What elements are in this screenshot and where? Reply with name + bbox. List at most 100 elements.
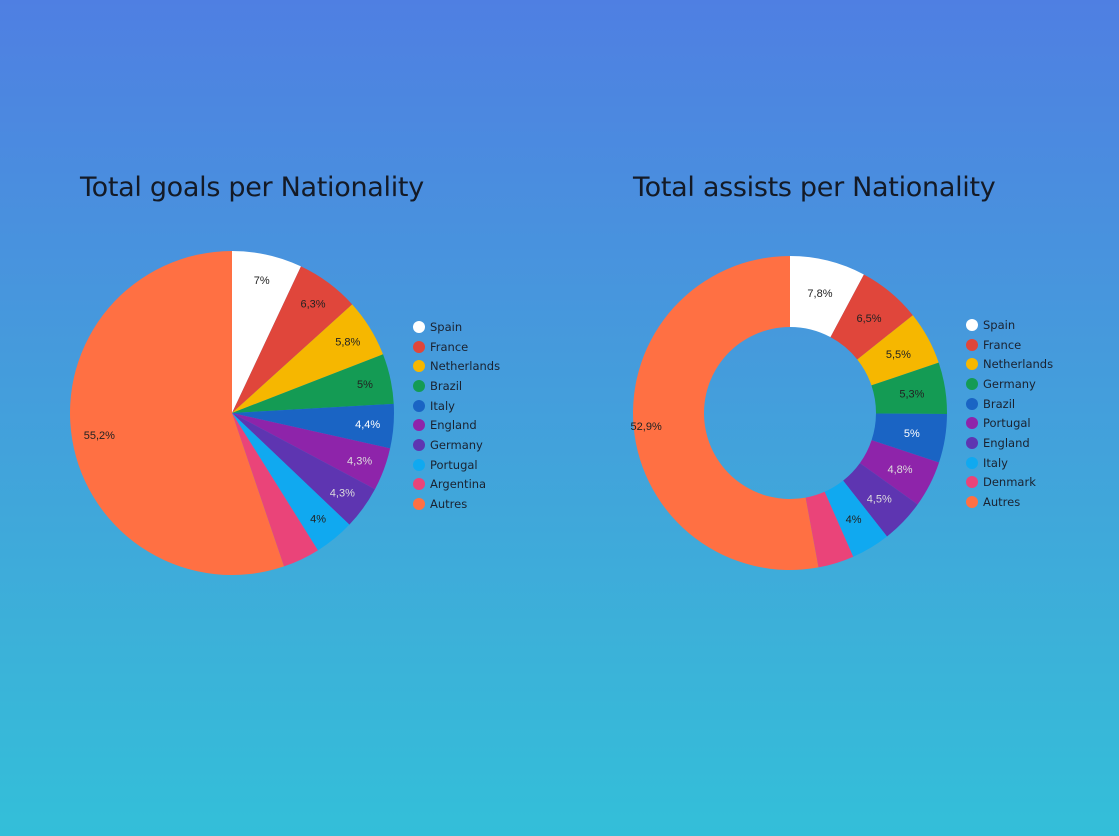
slice-label-netherlands: 5,8% [335, 337, 360, 349]
slice-label-portugal: 4,8% [888, 464, 913, 476]
legend-item-denmark[interactable]: Denmark [966, 473, 1053, 493]
pie-slice-france[interactable] [232, 266, 353, 413]
pie-slice-spain[interactable] [790, 256, 864, 338]
pie-slice-brazil[interactable] [232, 354, 394, 413]
pie-slice-argentina[interactable] [232, 413, 318, 567]
legend-item-germany[interactable]: Germany [966, 374, 1053, 394]
legend-item-portugal[interactable]: Portugal [413, 455, 500, 475]
legend-item-netherlands[interactable]: Netherlands [966, 354, 1053, 374]
pie-slice-germany[interactable] [871, 362, 947, 414]
slice-label-brazil: 5% [357, 379, 373, 391]
legend-item-france[interactable]: France [413, 337, 500, 357]
legend-label: France [430, 339, 469, 354]
pie-slice-denmark[interactable] [805, 491, 854, 568]
legend-label: Spain [430, 319, 463, 334]
legend-swatch [966, 397, 978, 410]
chart-title: Total assists per Nationality [633, 172, 996, 203]
legend-swatch [966, 318, 978, 331]
legend-item-italy[interactable]: Italy [413, 396, 500, 416]
legend-swatch [413, 340, 425, 353]
legend-label: Brazil [430, 378, 463, 393]
legend-swatch [966, 417, 978, 430]
legend-label: England [983, 435, 1030, 450]
slice-label-spain: 7,8% [807, 288, 832, 300]
legend-label: Germany [430, 437, 483, 452]
legend-item-spain[interactable]: Spain [966, 315, 1053, 335]
pie-slice-england[interactable] [843, 463, 918, 537]
legend-label: Portugal [430, 457, 478, 472]
pie-slice-netherlands[interactable] [857, 315, 939, 386]
chart-title: Total goals per Nationality [80, 172, 424, 203]
legend-label: Argentina [430, 477, 487, 492]
legend-item-france[interactable]: France [966, 335, 1053, 355]
pie-slice-spain[interactable] [232, 251, 301, 413]
legend-item-italy[interactable]: Italy [966, 453, 1053, 473]
legend-item-spain[interactable]: Spain [413, 317, 500, 337]
legend-swatch [413, 438, 425, 451]
pie-slice-autres[interactable] [632, 256, 819, 570]
legend-swatch [413, 399, 425, 412]
legend-label: Portugal [983, 416, 1031, 431]
legend-label: Netherlands [983, 357, 1054, 372]
legend-item-portugal[interactable]: Portugal [966, 413, 1053, 433]
legend-swatch [413, 419, 425, 432]
slice-label-germany: 5,3% [899, 388, 924, 400]
legend-swatch [966, 338, 978, 351]
legend-label: Italy [983, 455, 1008, 470]
pie-slice-portugal[interactable] [859, 440, 940, 505]
slice-label-netherlands: 5,5% [886, 349, 911, 361]
legend-label: Spain [983, 317, 1016, 332]
legend-item-argentina[interactable]: Argentina [413, 475, 500, 495]
assists-chart-panel: Total assists per Nationality 7,8% 6,5% 5,… [553, 0, 1113, 836]
legend-item-england[interactable]: England [966, 433, 1053, 453]
slice-label-portugal: 4% [310, 513, 326, 525]
pie-slice-england[interactable] [232, 413, 391, 490]
pie-slice-italy[interactable] [232, 403, 394, 449]
slice-label-autres: 52,9% [631, 421, 662, 433]
legend-label: Netherlands [430, 359, 501, 374]
legend-swatch [966, 456, 978, 469]
legend-label: Autres [983, 495, 1021, 510]
legend-swatch [413, 379, 425, 392]
goals-pie-chart: 7% 6,3% 5,8% 5% 4,4% 4,3% 4,3% 4% 55,2% [70, 251, 394, 575]
slice-label-spain: 7% [254, 275, 270, 287]
slice-label-italy: 4% [846, 514, 862, 526]
legend-swatch [966, 436, 978, 449]
pie-slice-portugal[interactable] [232, 413, 350, 551]
pie-slice-autres[interactable] [70, 251, 284, 575]
legend-item-england[interactable]: England [413, 415, 500, 435]
legend-swatch [413, 478, 425, 491]
slice-label-autres: 55,2% [84, 430, 115, 442]
goals-chart-panel: Total goals per Nationality 7% 6,3% 5,8% 5%… [70, 172, 500, 575]
legend-swatch [966, 476, 978, 489]
slice-label-england: 4,3% [347, 455, 372, 467]
legend-item-netherlands[interactable]: Netherlands [413, 356, 500, 376]
pie-slice-netherlands[interactable] [232, 304, 383, 413]
pie-slice-france[interactable] [830, 274, 913, 360]
goals-legend: Spain France Netherlands Brazil Italy England… [413, 317, 500, 514]
legend-item-brazil[interactable]: Brazil [413, 376, 500, 396]
legend-item-autres[interactable]: Autres [413, 494, 500, 514]
legend-label: Denmark [983, 475, 1036, 490]
slice-label-france: 6,5% [856, 313, 881, 325]
pie-slice-italy[interactable] [824, 480, 888, 557]
assists-legend: Spain France Netherlands Germany Brazil Portu… [966, 315, 1053, 512]
legend-swatch [413, 458, 425, 471]
legend-swatch [966, 377, 978, 390]
assists-donut-chart: 7,8% 6,5% 5,5% 5,3% 5% 4,8% 4,5% 4% 52,9% [631, 256, 947, 570]
legend-swatch [966, 496, 978, 509]
legend-item-autres[interactable]: Autres [966, 492, 1053, 512]
legend-item-germany[interactable]: Germany [413, 435, 500, 455]
pie-slice-brazil[interactable] [871, 413, 947, 463]
legend-swatch [966, 358, 978, 371]
slice-label-germany: 4,3% [330, 488, 355, 500]
legend-label: Italy [430, 398, 455, 413]
legend-swatch [413, 320, 425, 333]
legend-item-brazil[interactable]: Brazil [966, 394, 1053, 414]
legend-swatch [413, 498, 425, 511]
pie-slice-germany[interactable] [232, 413, 375, 525]
slice-label-brazil: 5% [904, 428, 920, 440]
legend-swatch [413, 360, 425, 373]
slice-label-france: 6,3% [300, 299, 325, 311]
slice-label-italy: 4,4% [355, 419, 380, 431]
